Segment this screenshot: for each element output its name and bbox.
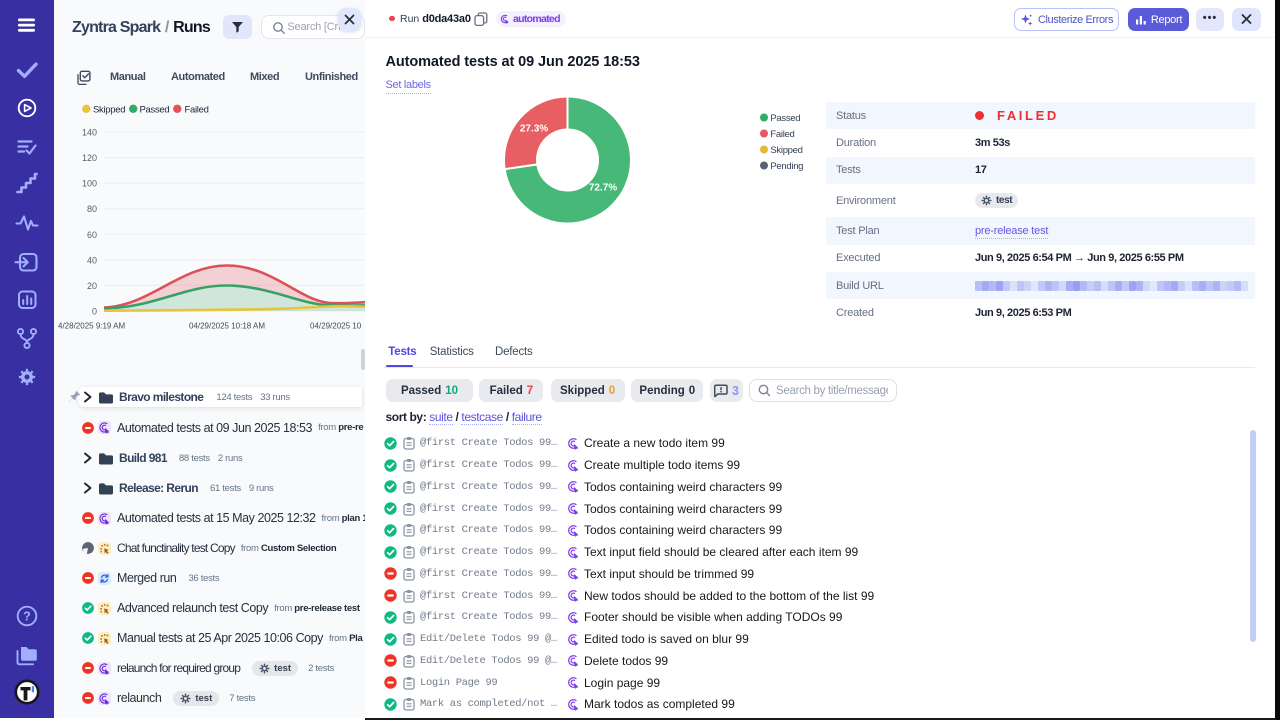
svg-text:72.7%: 72.7% <box>588 183 616 194</box>
svg-text:0: 0 <box>92 307 97 317</box>
svg-text:4/28/2025 9:19 AM: 4/28/2025 9:19 AM <box>58 322 126 331</box>
svg-text:80: 80 <box>87 204 97 214</box>
svg-text:Skipped: Skipped <box>770 145 802 156</box>
svg-text:Failed: Failed <box>185 105 209 116</box>
svg-text:04/29/2025 10:18 AM: 04/29/2025 10:18 AM <box>189 322 265 331</box>
svg-text:Skipped: Skipped <box>93 105 125 116</box>
svg-text:Pending: Pending <box>770 161 803 172</box>
svg-text:100: 100 <box>82 179 97 189</box>
svg-text:Passed: Passed <box>770 113 800 124</box>
svg-text:40: 40 <box>87 255 97 265</box>
svg-text:?: ? <box>23 610 31 624</box>
svg-text:Failed: Failed <box>770 129 794 140</box>
svg-text:04/29/2025 10: 04/29/2025 10 <box>310 322 362 331</box>
svg-text:60: 60 <box>87 230 97 240</box>
svg-text:20: 20 <box>87 281 97 291</box>
svg-text:140: 140 <box>82 128 97 138</box>
svg-text:27.3%: 27.3% <box>519 124 547 135</box>
svg-text:Passed: Passed <box>140 105 170 116</box>
svg-text:120: 120 <box>82 153 97 163</box>
